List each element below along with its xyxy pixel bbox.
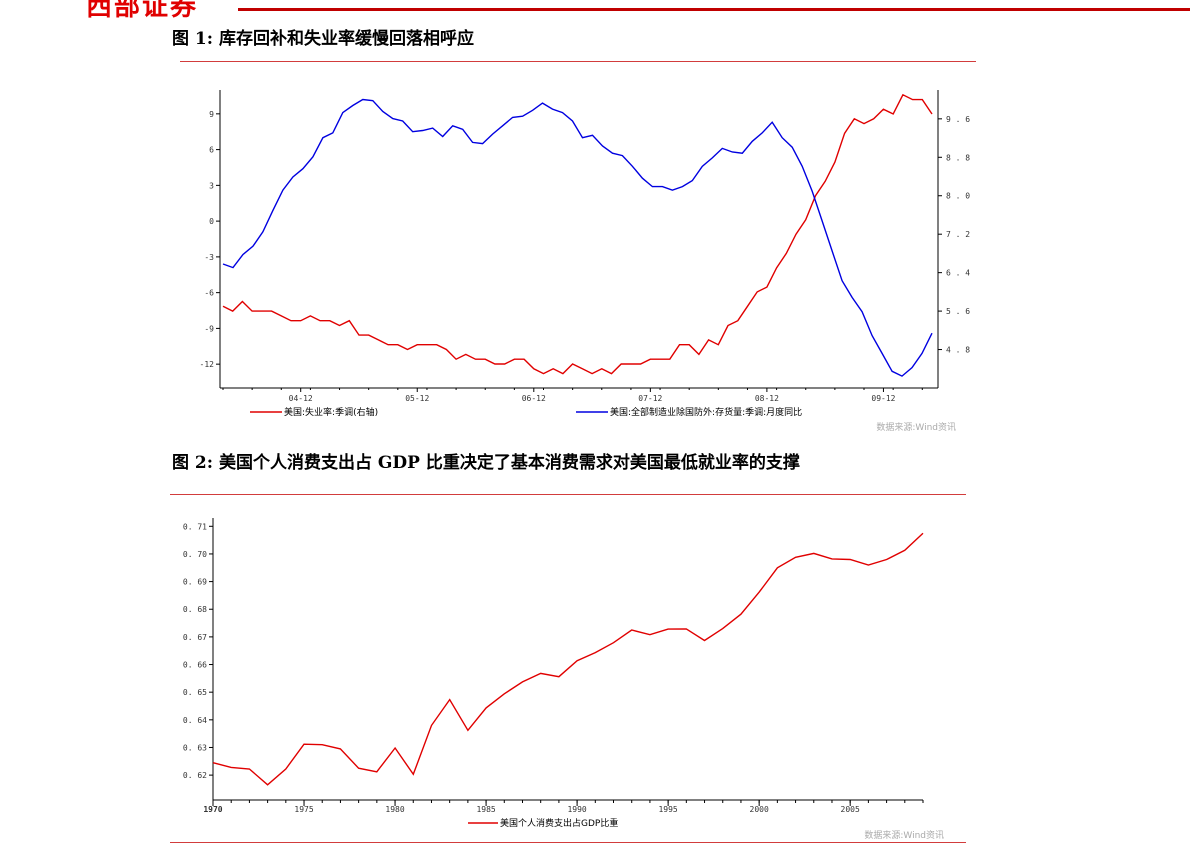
- legend-label-inventory: 美国:全部制造业除国防外:存货量:季调:月度同比: [610, 406, 802, 418]
- header-rule: [238, 8, 1190, 11]
- y-tick-label: 0. 64: [183, 716, 207, 725]
- x-tick-label: 06-12: [522, 394, 546, 403]
- left-tick-label: -6: [204, 289, 214, 298]
- left-tick-label: -9: [204, 324, 214, 333]
- right-tick-label: 6 . 4: [946, 269, 970, 278]
- x-tick-label: 1985: [476, 805, 495, 814]
- right-tick-label: 8 . 0: [946, 192, 970, 201]
- x-tick-label: 04-12: [289, 394, 313, 403]
- brand-logo: 西部证券: [86, 0, 199, 22]
- x-tick-label: 07-12: [638, 394, 662, 403]
- y-tick-label: 0. 65: [183, 688, 207, 697]
- left-tick-label: -3: [204, 253, 214, 262]
- y-tick-label: 0. 68: [183, 605, 207, 614]
- left-tick-label: 6: [209, 146, 214, 155]
- right-tick-label: 8 . 8: [946, 153, 970, 162]
- right-tick-label: 7 . 2: [946, 230, 970, 239]
- left-tick-label: -12: [200, 360, 215, 369]
- y-tick-label: 0. 62: [183, 771, 207, 780]
- legend-label-unemployment: 美国:失业率:季调(右轴): [284, 406, 378, 418]
- right-tick-label: 9 . 6: [946, 115, 970, 124]
- source-note: 数据来源:Wind资讯: [864, 829, 944, 841]
- left-tick-label: 0: [209, 217, 214, 226]
- inventory-series-line: [222, 98, 933, 377]
- left-tick-label: 9: [209, 110, 214, 119]
- y-tick-label: 0. 69: [183, 578, 207, 587]
- x-tick-label: 2000: [750, 805, 769, 814]
- x-tick-label: 1990: [567, 805, 586, 814]
- figure2-bottom-rule: [170, 842, 966, 843]
- figure2-title: 图 2: 美国个人消费支出占 GDP 比重决定了基本消费需求对美国最低就业率的支…: [172, 453, 800, 473]
- x-tick-label: 1980: [385, 805, 404, 814]
- figure2-title-rule: [170, 494, 966, 495]
- x-tick-label: 08-12: [755, 394, 779, 403]
- source-note: 数据来源:Wind资讯: [876, 421, 956, 433]
- figure1-title: 图 1: 库存回补和失业率缓慢回落相呼应: [172, 29, 474, 49]
- x-tick-label: 05-12: [405, 394, 429, 403]
- x-tick-label: 1975: [294, 805, 313, 814]
- y-tick-label: 0. 70: [183, 550, 207, 559]
- x-tick-label: 1970: [203, 805, 222, 814]
- legend-label-consumption: 美国个人消费支出占GDP比重: [500, 817, 618, 829]
- x-tick-label: 09-12: [871, 394, 895, 403]
- y-tick-label: 0. 67: [183, 633, 207, 642]
- right-tick-label: 5 . 6: [946, 307, 970, 316]
- unemployment-series-line: [222, 93, 933, 375]
- x-tick-label: 1995: [658, 805, 677, 814]
- figure1-title-rule: [180, 61, 976, 62]
- consumption-share-series-line: [212, 532, 924, 786]
- y-tick-label: 0. 63: [183, 743, 207, 752]
- x-tick-label: 2005: [841, 805, 860, 814]
- right-tick-label: 4 . 8: [946, 346, 970, 355]
- y-tick-label: 0. 71: [183, 522, 207, 531]
- left-tick-label: 3: [209, 181, 214, 190]
- y-tick-label: 0. 66: [183, 661, 207, 670]
